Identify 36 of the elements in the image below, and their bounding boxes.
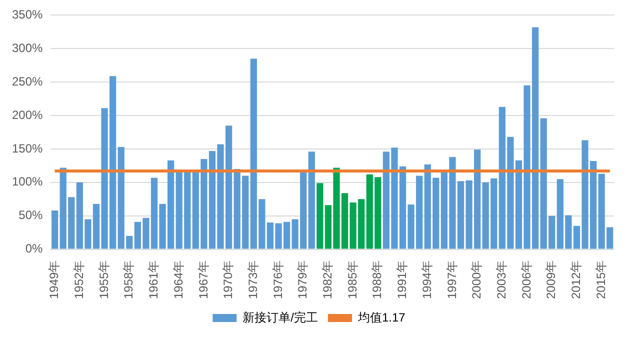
x-tick-label: 2006年 [519,260,534,300]
x-tick-label: 1973年 [246,260,260,300]
y-tick-label: 300% [12,40,44,55]
x-tick-label: 2012年 [569,260,584,300]
x-tick-label: 1970年 [221,260,236,300]
x-tick-label: 1997年 [444,260,459,300]
x-tick-label: 1961年 [146,260,161,300]
x-tick-label: 1952年 [72,260,86,300]
x-tick-label: 1985年 [345,260,360,300]
legend-label: 新接订单/完工 [242,310,318,324]
x-tick-label: 1994年 [420,260,434,300]
y-tick-label: 0% [25,242,44,256]
x-tick-label: 1964年 [171,260,186,300]
x-tick-label: 1955年 [96,260,111,300]
y-tick-label: 200% [12,108,44,122]
x-tick-label: 1976年 [270,260,285,300]
y-tick-label: 250% [12,74,44,88]
bar [52,210,58,249]
y-tick-label: 150% [12,141,44,156]
bar [316,183,324,249]
x-tick-label: 2000年 [470,260,484,300]
y-tick-label: 350% [12,8,44,22]
x-tick-label: 1991年 [395,260,410,300]
legend-label: 均值1.17 [356,310,406,324]
x-tick-label: 1949年 [47,260,62,300]
x-tick-label: 1958年 [122,260,136,300]
y-tick-label: 100% [12,174,44,189]
x-tick-label: 1979年 [296,260,310,300]
x-tick-label: 2015年 [594,260,608,300]
x-tick-label: 1967年 [196,260,210,300]
y-tick-label: 50% [18,208,44,222]
bar [308,152,315,249]
x-tick-label: 1988年 [370,260,384,300]
x-tick-label: 1982年 [320,260,335,300]
x-tick-label: 2009年 [544,260,558,300]
x-tick-label: 2003年 [494,260,508,300]
